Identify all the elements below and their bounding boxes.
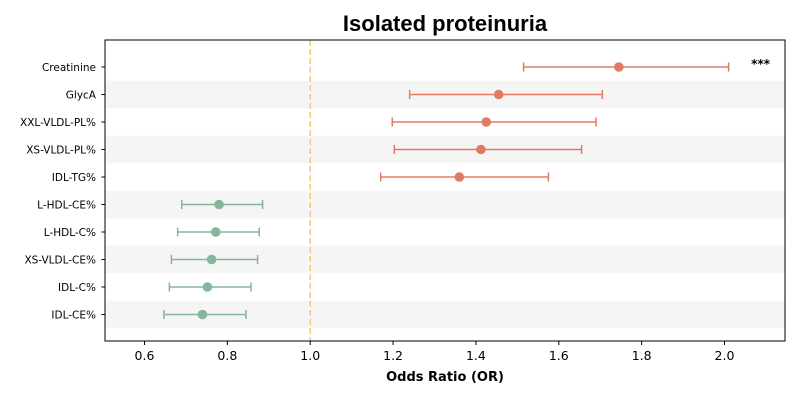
plot-frame	[104, 39, 786, 342]
y-tick-label: L-HDL-CE%	[37, 200, 96, 212]
y-tick-label: XXL-VLDL-PL%	[20, 117, 96, 129]
point-estimate	[614, 62, 624, 72]
x-axis: 0.6 0.8 1.0 1.2 1.4 1.6 1.8 2.0	[135, 341, 735, 363]
y-tick-label: IDL-CE%	[51, 310, 96, 322]
point-estimate	[206, 254, 217, 265]
point-estimate	[214, 199, 224, 210]
point-estimate	[210, 227, 221, 237]
y-tick-label: XS-VLDL-CE%	[24, 255, 96, 267]
y-tick-label: IDL-C%	[58, 282, 96, 294]
point-estimate	[476, 144, 486, 155]
x-axis-label: Odds Ratio (OR)	[386, 370, 504, 385]
x-tick-label: 1.8	[632, 348, 652, 363]
significance-label: ***	[751, 57, 771, 71]
x-tick-label: 0.6	[135, 348, 155, 363]
point-estimate	[197, 309, 208, 320]
y-tick-label: IDL-TG%	[52, 172, 96, 184]
chart-title: Isolated proteinuria	[343, 11, 548, 36]
y-tick-label: L-HDL-C%	[44, 227, 96, 239]
plot-marks: ***	[163, 57, 771, 320]
y-tick-label: GlycA	[66, 90, 97, 102]
point-estimate	[202, 282, 213, 292]
x-tick-label: 1.2	[383, 348, 403, 363]
point-estimate	[493, 89, 504, 100]
y-tick-label: XS-VLDL-PL%	[26, 145, 96, 157]
point-estimate	[481, 117, 492, 127]
y-tick-label: Creatinine	[42, 62, 96, 74]
x-tick-label: 1.6	[549, 348, 569, 363]
x-tick-label: 1.4	[466, 348, 486, 363]
x-tick-label: 1.0	[300, 348, 320, 363]
point-estimate	[454, 172, 465, 182]
y-axis: Creatinine GlycA XXL-VLDL-PL% XS-VLDL-PL% ID…	[20, 62, 105, 322]
x-tick-label: 2.0	[715, 348, 735, 363]
x-tick-label: 0.8	[217, 348, 237, 363]
